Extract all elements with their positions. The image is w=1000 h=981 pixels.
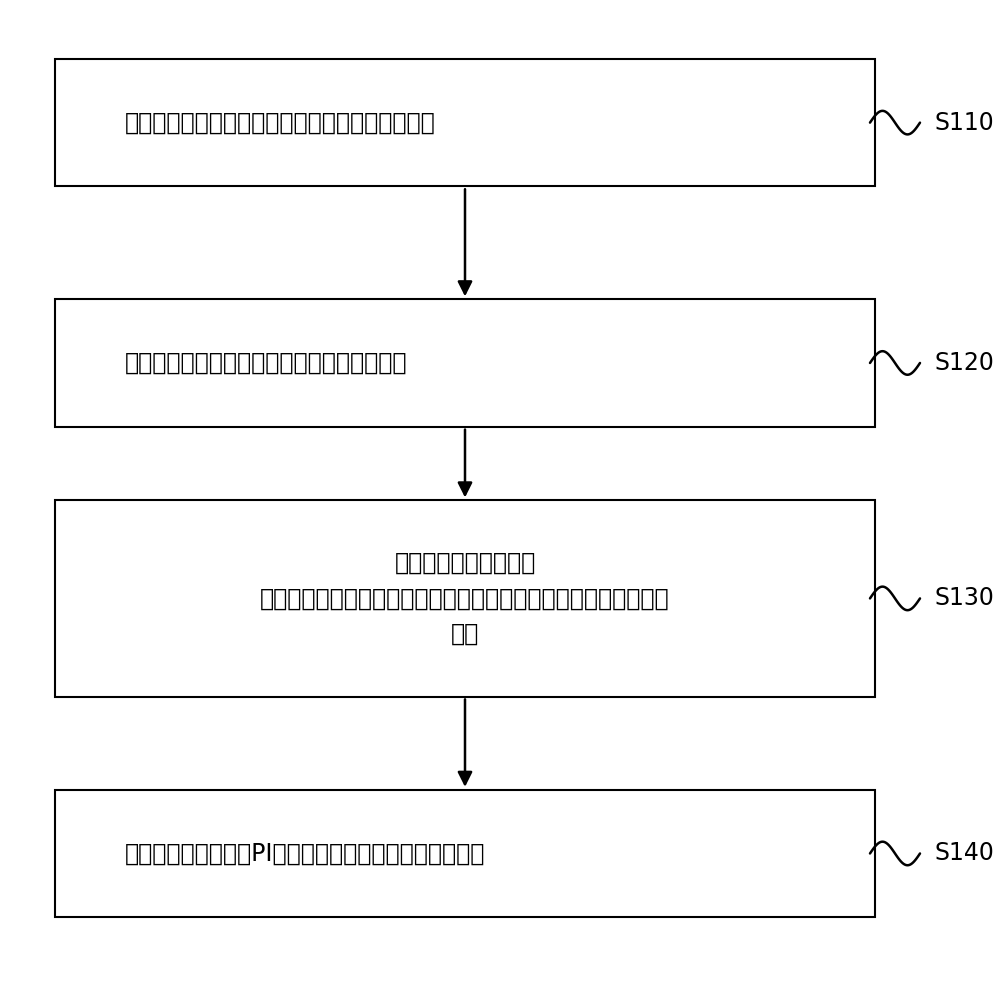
Bar [55,59,875,186]
Bar [55,299,875,427]
Text: 根据三相反电动势信号获取三相虚拟霍尔信号: 根据三相反电动势信号获取三相虚拟霍尔信号 [125,351,408,375]
Text: 根据反馈量进行闭环PI控制算法以控制无刷直流电机换相: 根据反馈量进行闭环PI控制算法以控制无刷直流电机换相 [125,842,485,865]
Text: S110: S110 [935,111,995,134]
Bar [55,500,875,697]
Bar [55,790,875,917]
Text: S140: S140 [935,842,995,865]
Text: 获取变速工况下无刷直流电机的三相反电动势信号: 获取变速工况下无刷直流电机的三相反电动势信号 [125,111,436,134]
Text: S120: S120 [935,351,995,375]
Text: S130: S130 [935,587,995,610]
Text: 获取反馈信号并在三相
虚拟霍尔信号换相点的前后时刻分别对反馈信号进行采样以获得反
馈量: 获取反馈信号并在三相 虚拟霍尔信号换相点的前后时刻分别对反馈信号进行采样以获得反… [260,551,670,645]
